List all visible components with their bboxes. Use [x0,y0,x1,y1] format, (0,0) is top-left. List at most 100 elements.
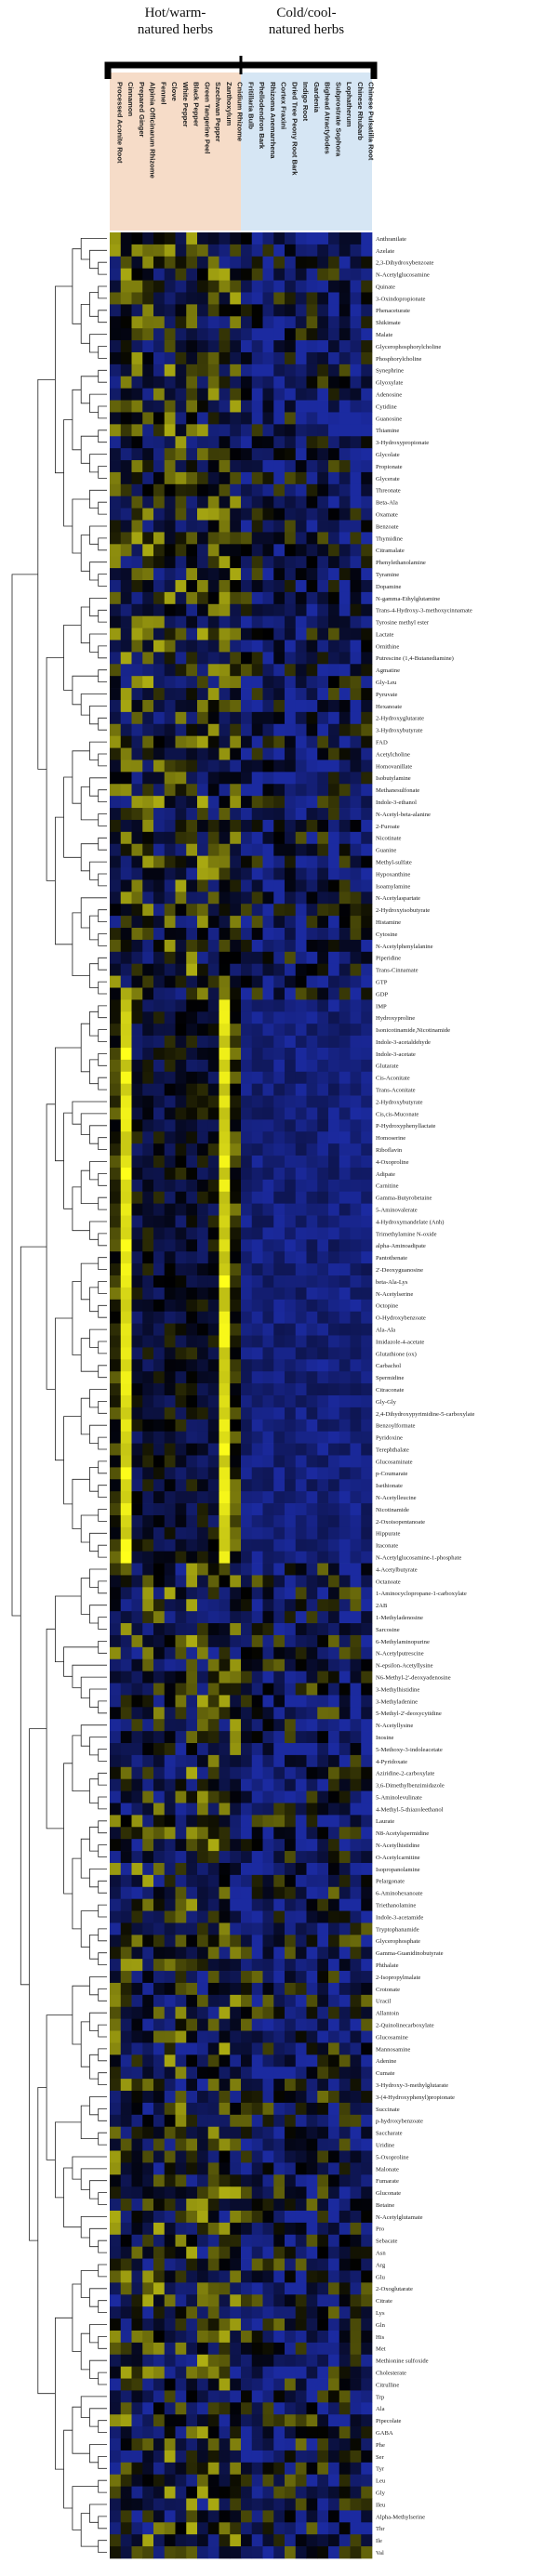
heatmap-cell [241,892,253,905]
heatmap-cell [361,1539,373,1552]
heatmap-cell [251,363,263,377]
row-label: Phe [376,2442,385,2449]
heatmap-cell [285,2102,297,2116]
heatmap-cell [241,928,253,941]
heatmap-cell [251,2366,263,2379]
heatmap-cell [295,1479,307,1492]
heatmap-cell [120,1803,132,1816]
heatmap-cell [285,1982,297,1996]
heatmap-cell [186,304,198,317]
heatmap-cell [186,2067,198,2080]
heatmap-cell [339,2270,351,2283]
heatmap-cell [219,2318,231,2332]
heatmap-cell [339,1839,351,1852]
heatmap-cell [285,2067,297,2080]
heatmap-cell [207,1215,219,1228]
heatmap-cell [361,591,373,605]
heatmap-cell [175,2534,187,2547]
heatmap-cell [285,1083,297,1096]
heatmap-cell [328,1947,340,1960]
heatmap-cell [350,1790,362,1803]
heatmap-cell [306,580,318,593]
heatmap-cell [295,2199,307,2212]
row-label: Trp [376,2394,385,2400]
heatmap-cell [110,1839,122,1852]
heatmap-cell [230,471,242,485]
heatmap-cell [241,2378,253,2391]
heatmap-cell [285,615,297,628]
heatmap-cell [153,316,166,329]
heatmap-cell [339,256,351,270]
heatmap-cell [241,1083,253,1096]
heatmap-cell [339,1514,351,1528]
heatmap-cell [230,2234,242,2248]
heatmap-cell [273,699,286,713]
heatmap-cell [241,688,253,701]
heatmap-cell [306,1095,318,1108]
heatmap-cell [273,1790,286,1803]
row-label: Shikimate [376,320,401,326]
heatmap-cell [251,1215,263,1228]
heatmap-cell [197,1587,209,1600]
heatmap-cell [175,2199,187,2212]
heatmap-cell [241,603,253,617]
heatmap-cell [131,1455,143,1468]
heatmap-cell [186,256,198,270]
heatmap-cell [175,424,187,437]
heatmap-cell [207,2378,219,2391]
heatmap-cell [142,627,154,641]
heatmap-cell [186,1299,198,1313]
heatmap-cell [350,1347,362,1360]
heatmap-cell [164,1311,176,1324]
heatmap-cell [317,1383,329,1396]
heatmap-cell [350,796,362,809]
heatmap-cell [241,1203,253,1216]
row-label: Pantothenate [376,1255,407,1262]
heatmap-cell [197,2270,209,2283]
heatmap-cell [219,2222,231,2236]
heatmap-cell [328,2270,340,2283]
heatmap-cell [317,2186,329,2200]
heatmap-cell [350,280,362,293]
heatmap-cell [285,2079,297,2092]
heatmap-cell [273,1526,286,1540]
heatmap-cell [241,2438,253,2451]
heatmap-cell [361,400,373,413]
heatmap-cell [120,424,132,437]
heatmap-cell [230,1107,242,1120]
heatmap-cell [131,819,143,833]
heatmap-cell [273,1371,286,1384]
heatmap-cell [317,1215,329,1228]
heatmap-cell [175,843,187,856]
heatmap-cell [175,1203,187,1216]
heatmap-cell [241,1815,253,1828]
heatmap-cell [230,1862,242,1876]
heatmap-cell [153,1347,166,1360]
heatmap-cell [317,580,329,593]
heatmap-cell [251,2378,263,2391]
heatmap-cell [361,939,373,953]
heatmap-cell [207,2294,219,2307]
heatmap-cell [350,2294,362,2307]
heatmap-cell [262,1215,274,1228]
heatmap-cell [197,1156,209,1169]
heatmap-cell [110,831,122,845]
heatmap-cell [339,340,351,353]
heatmap-cell [350,363,362,377]
heatmap-cell [219,1227,231,1240]
heatmap-cell [306,652,318,665]
heatmap-cell [131,448,143,461]
heatmap-cell [219,1587,231,1600]
heatmap-cell [306,1179,318,1193]
heatmap-cell [110,2234,122,2248]
heatmap-cell [110,244,122,258]
heatmap-cell [142,2270,154,2283]
heatmap-cell [361,1898,373,1911]
heatmap-cell [295,1275,307,1288]
row-label: Fumarate [376,2178,399,2185]
heatmap-cell [207,244,219,258]
heatmap-cell [153,784,166,797]
heatmap-cell [186,1599,198,1612]
heatmap-cell [339,388,351,401]
row-label: Glu [376,2274,386,2280]
